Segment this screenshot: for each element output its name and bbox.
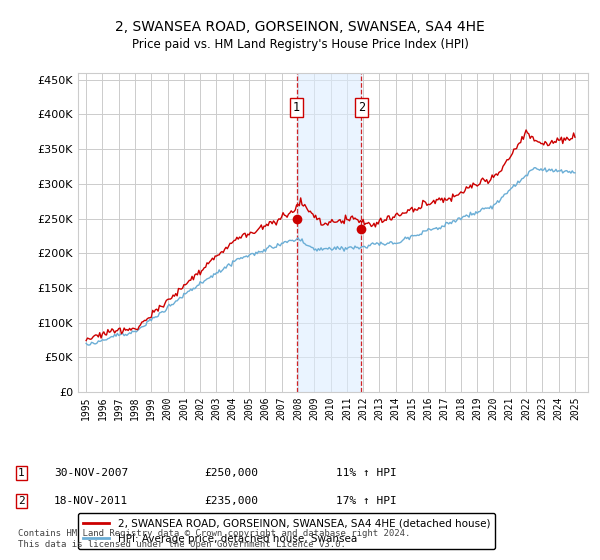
Text: 30-NOV-2007: 30-NOV-2007	[54, 468, 128, 478]
Bar	[296, 73, 361, 392]
Text: 18-NOV-2011: 18-NOV-2011	[54, 496, 128, 506]
Text: 1: 1	[293, 101, 300, 114]
Text: £235,000: £235,000	[204, 496, 258, 506]
Text: 2: 2	[18, 496, 25, 506]
Text: £250,000: £250,000	[204, 468, 258, 478]
Text: 2, SWANSEA ROAD, GORSEINON, SWANSEA, SA4 4HE: 2, SWANSEA ROAD, GORSEINON, SWANSEA, SA4…	[115, 20, 485, 34]
Text: 11% ↑ HPI: 11% ↑ HPI	[336, 468, 397, 478]
Text: 1: 1	[18, 468, 25, 478]
Text: 2: 2	[358, 101, 365, 114]
Text: Contains HM Land Registry data © Crown copyright and database right 2024.
This d: Contains HM Land Registry data © Crown c…	[18, 529, 410, 549]
Legend: 2, SWANSEA ROAD, GORSEINON, SWANSEA, SA4 4HE (detached house), HPI: Average pric: 2, SWANSEA ROAD, GORSEINON, SWANSEA, SA4…	[78, 514, 495, 549]
Text: Price paid vs. HM Land Registry's House Price Index (HPI): Price paid vs. HM Land Registry's House …	[131, 38, 469, 50]
Text: 17% ↑ HPI: 17% ↑ HPI	[336, 496, 397, 506]
